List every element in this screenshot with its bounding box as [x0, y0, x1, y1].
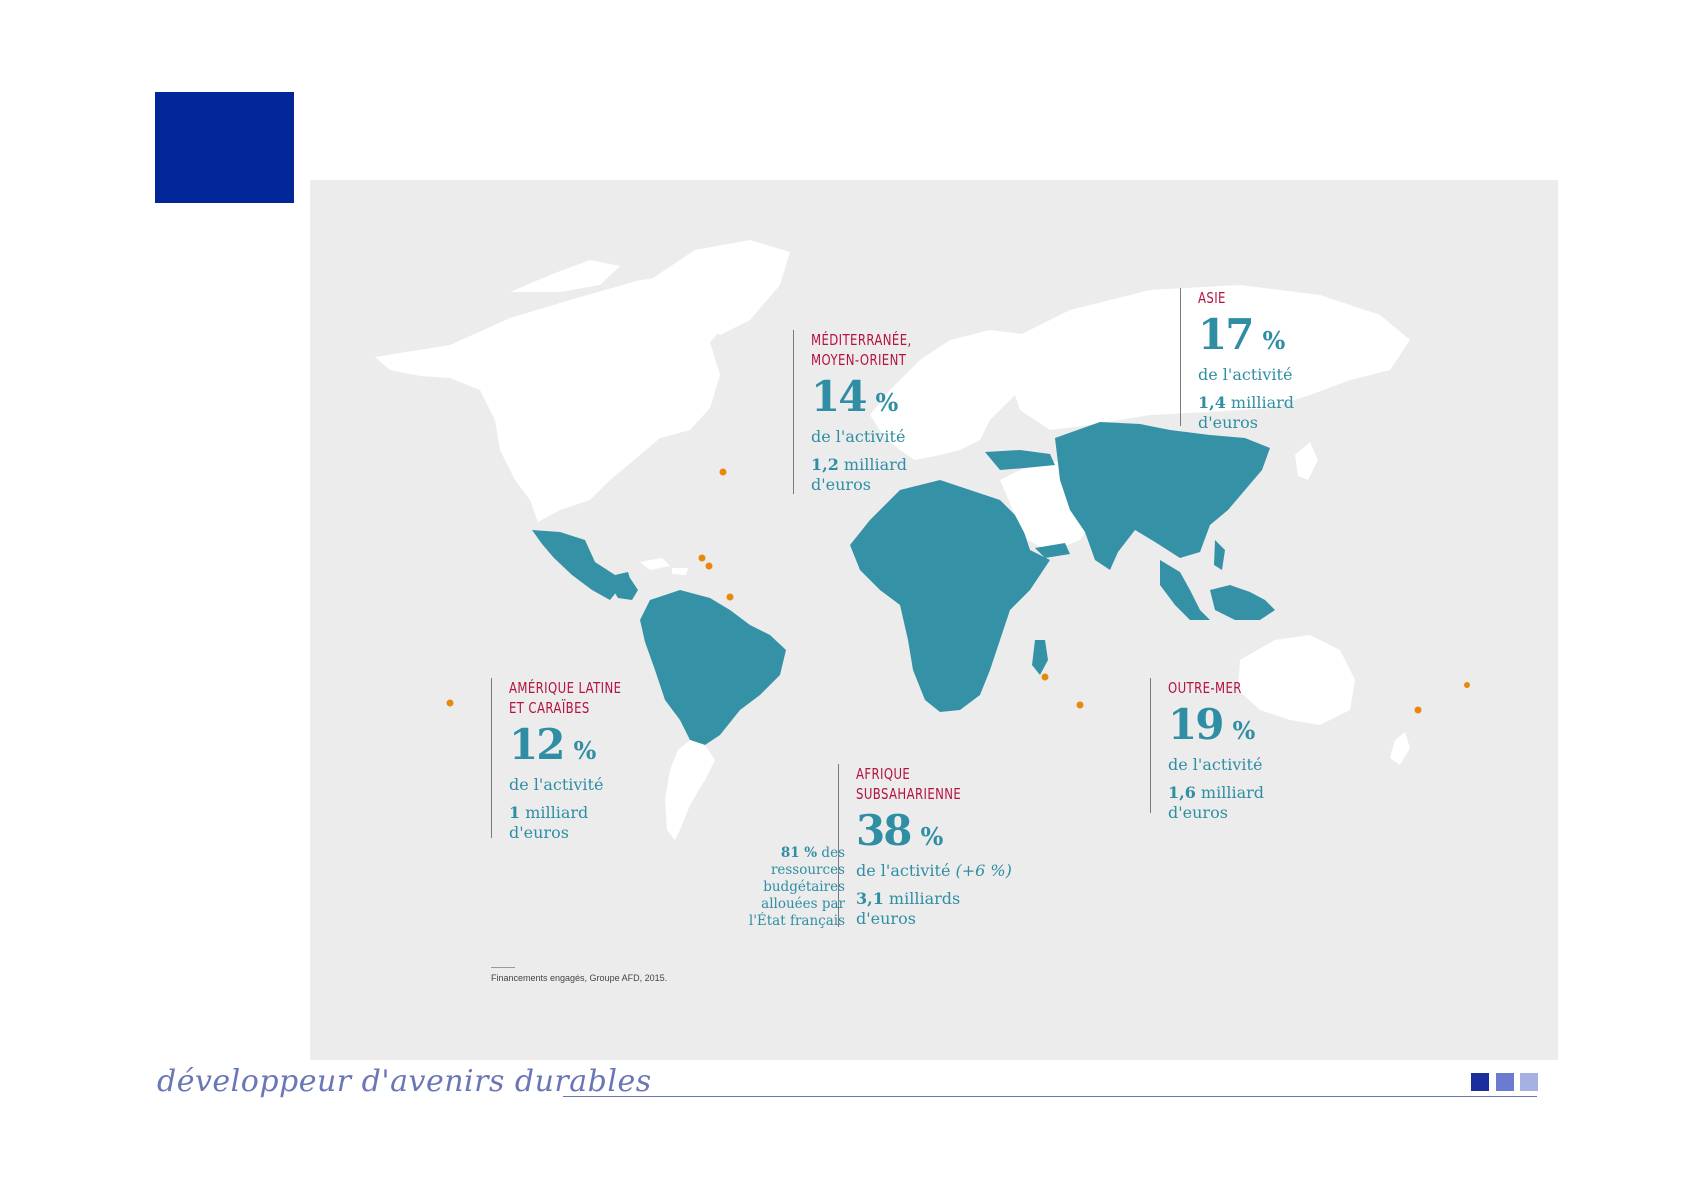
- land-russia: [1010, 285, 1410, 430]
- region-percent: 17%: [1198, 310, 1286, 359]
- header-blue-square: [155, 92, 294, 203]
- note-81-percent: 81 % des ressources budgétaires allouées…: [748, 845, 845, 929]
- region-percent: 38%: [856, 806, 944, 855]
- land-mexico: [532, 530, 632, 600]
- region-amount: 1,2 milliard d'euros: [811, 455, 907, 494]
- outremer-dot-nouvelle-caledonie: [1414, 706, 1422, 714]
- land-yemen: [1035, 543, 1070, 558]
- region-title: ET CARAÏBES: [509, 699, 590, 717]
- region-activity: de l'activité (+6 %): [856, 861, 1012, 880]
- land-new-zealand: [1390, 732, 1410, 765]
- outremer-dot-guyane: [726, 593, 734, 601]
- region-title: MÉDITERRANÉE,: [811, 331, 912, 349]
- land-asia: [1055, 422, 1270, 570]
- land-japan: [1295, 442, 1318, 480]
- region-activity: de l'activité: [509, 775, 604, 794]
- footer-underline: [563, 1096, 1537, 1097]
- land-indonesia: [1210, 585, 1275, 620]
- land-africa: [850, 480, 1050, 712]
- region-outre-mer: OUTRE-MER 19% de l'activité 1,6 milliard…: [1150, 678, 1264, 823]
- world-map-panel: MÉDITERRANÉE, MOYEN-ORIENT 14% de l'acti…: [310, 180, 1558, 1060]
- outremer-dot-guadeloupe: [698, 554, 706, 562]
- outremer-dot-st-pierre: [719, 468, 727, 476]
- footer-tagline: développeur d'avenirs durables: [157, 1064, 652, 1099]
- region-activity: de l'activité: [1168, 755, 1263, 774]
- land-australia: [1238, 635, 1355, 725]
- land-europe: [870, 330, 1040, 460]
- region-percent: 14%: [811, 372, 899, 421]
- land-se-asia: [1160, 560, 1210, 620]
- region-activity: de l'activité: [1198, 365, 1293, 384]
- region-percent: 12%: [509, 720, 597, 769]
- region-title: MOYEN-ORIENT: [811, 351, 907, 369]
- land-greenland: [650, 240, 790, 335]
- region-amount: 1,6 milliard d'euros: [1168, 783, 1264, 822]
- region-amerique-latine: AMÉRIQUE LATINE ET CARAÏBES 12% de l'act…: [491, 678, 653, 843]
- footer-square-2: [1496, 1073, 1514, 1091]
- land-arctic-islands: [510, 260, 620, 292]
- region-activity: de l'activité: [811, 427, 906, 446]
- region-amount: 3,1 milliards d'euros: [856, 889, 961, 928]
- region-mediterranee: MÉDITERRANÉE, MOYEN-ORIENT 14% de l'acti…: [793, 330, 940, 495]
- region-title: AMÉRIQUE LATINE: [509, 679, 622, 697]
- region-amount: 1 milliard d'euros: [509, 803, 589, 842]
- world-map: [375, 240, 1470, 840]
- land-philippines: [1214, 540, 1225, 570]
- source-divider: [491, 967, 515, 968]
- land-north-america: [375, 272, 750, 522]
- land-south-america: [640, 590, 786, 745]
- footer-square-1: [1471, 1073, 1489, 1091]
- outremer-dot-martinique: [705, 562, 713, 570]
- land-southern-cone: [665, 740, 715, 840]
- land-central-america: [610, 578, 638, 600]
- land-caribbean: [640, 558, 670, 570]
- region-title: OUTRE-MER: [1168, 679, 1242, 697]
- land-madagascar: [1032, 640, 1048, 675]
- land-caribbean-2: [672, 568, 688, 575]
- region-amount: 1,4 milliard d'euros: [1198, 393, 1294, 432]
- outremer-dot-reunion: [1076, 701, 1084, 709]
- region-asie: ASIE 17% de l'activité 1,4 milliard d'eur…: [1180, 288, 1294, 433]
- land-turkey: [985, 450, 1055, 470]
- outremer-dot-polynesie: [446, 699, 454, 707]
- region-afrique-subsaharienne: AFRIQUE SUBSAHARIENNE 38% de l'activité …: [838, 764, 1012, 929]
- outremer-dot-wallis: [1464, 682, 1470, 688]
- region-title: SUBSAHARIENNE: [856, 785, 962, 803]
- outremer-dot-mayotte: [1041, 673, 1049, 681]
- source-note: Financements engagés, Groupe AFD, 2015.: [491, 973, 668, 983]
- region-percent: 19%: [1168, 700, 1256, 749]
- footer-square-3: [1520, 1073, 1538, 1091]
- region-title: ASIE: [1198, 289, 1226, 307]
- region-title: AFRIQUE: [856, 765, 911, 783]
